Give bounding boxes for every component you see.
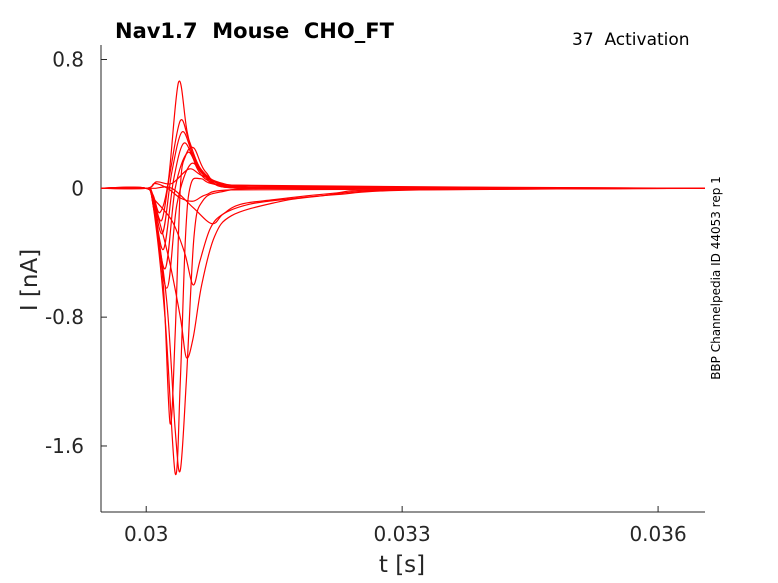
y-tick-label: 0.8: [52, 47, 84, 71]
current-trace-trace-8: [101, 177, 705, 476]
x-tick-label: 0.036: [629, 522, 686, 546]
y-tick-label: -1.6: [45, 434, 84, 458]
current-trace-trace-14: [101, 168, 705, 190]
x-tick-label: 0.03: [124, 522, 169, 546]
x-axis-label: t [s]: [378, 552, 426, 578]
source-label: BBP Channelpedia ID 44053 rep 1: [709, 176, 723, 380]
chart-title: Nav1.7 Mouse CHO_FT: [115, 19, 394, 43]
current-trace-trace-12: [101, 186, 705, 225]
current-trace-trace-4: [101, 142, 705, 251]
x-tick-label: 0.033: [374, 522, 431, 546]
y-tick-label: -0.8: [45, 305, 84, 329]
protocol-label: 37 Activation: [572, 30, 690, 50]
y-tick-label: 0: [71, 176, 84, 200]
traces: [101, 80, 705, 476]
y-axis-label: I [nA]: [17, 248, 43, 312]
current-trace-trace-11: [101, 186, 705, 286]
current-trace-trace-10: [101, 186, 705, 359]
current-trace-trace-9: [101, 186, 705, 473]
axes: 0.03 0.033 0.036 0.8 0 -0.8 -1.6: [45, 45, 705, 546]
